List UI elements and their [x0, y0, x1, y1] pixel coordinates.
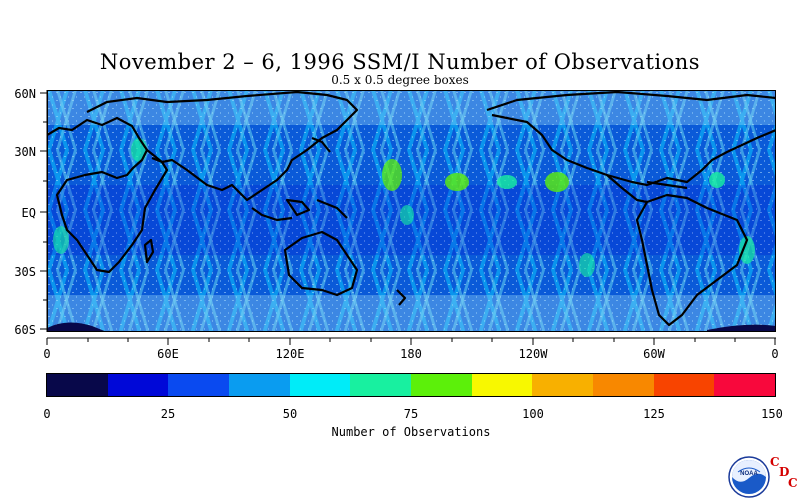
colorbar-segment	[229, 374, 290, 396]
lon-label-60w: 60W	[643, 347, 665, 361]
cdc-letter-d: D	[779, 465, 790, 479]
colorbar-tick-0: 0	[43, 407, 51, 421]
colorbar-segment	[47, 374, 108, 396]
colorbar-tick-150: 150	[761, 407, 783, 421]
colorbar	[46, 373, 776, 397]
observation-map	[47, 90, 776, 332]
observation-field	[47, 90, 776, 332]
colorbar-segment	[411, 374, 472, 396]
colorbar-segment	[532, 374, 594, 396]
lat-label-30n: 30N	[14, 145, 36, 159]
lat-label-60s: 60S	[14, 323, 36, 337]
lon-label-0-west: 0	[43, 347, 51, 361]
lon-label-180: 180	[400, 347, 422, 361]
lat-label-eq: EQ	[21, 206, 36, 220]
colorbar-segment	[593, 374, 654, 396]
colorbar-tick-75: 75	[403, 407, 419, 421]
colorbar-segment	[471, 374, 533, 396]
lon-label-0-east: 0	[771, 347, 779, 361]
map-subtitle: 0.5 x 0.5 degree boxes	[331, 73, 469, 87]
lon-label-120e: 120E	[275, 347, 305, 361]
map-title: November 2 – 6, 1996 SSM/I Number of Obs…	[99, 50, 701, 74]
colorbar-segment	[350, 374, 412, 396]
colorbar-tick-25: 25	[160, 407, 176, 421]
lon-label-120w: 120W	[518, 347, 548, 361]
cdc-letter-c1: C	[770, 455, 780, 469]
colorbar-label: Number of Observations	[331, 425, 491, 439]
colorbar-segment	[653, 374, 715, 396]
colorbar-tick-50: 50	[282, 407, 298, 421]
lon-label-60e: 60E	[157, 347, 179, 361]
colorbar-tick-125: 125	[643, 407, 665, 421]
lat-label-60n: 60N	[14, 87, 36, 101]
noaa-logo-icon: NOAA	[728, 456, 770, 498]
colorbar-segment	[289, 374, 351, 396]
colorbar-segment	[714, 374, 776, 396]
colorbar-segment	[168, 374, 230, 396]
colorbar-segment	[107, 374, 169, 396]
noaa-logo-text: NOAA	[740, 471, 758, 477]
cdc-letter-c2: C	[788, 476, 798, 490]
lat-label-30s: 30S	[14, 265, 36, 279]
colorbar-tick-100: 100	[522, 407, 544, 421]
